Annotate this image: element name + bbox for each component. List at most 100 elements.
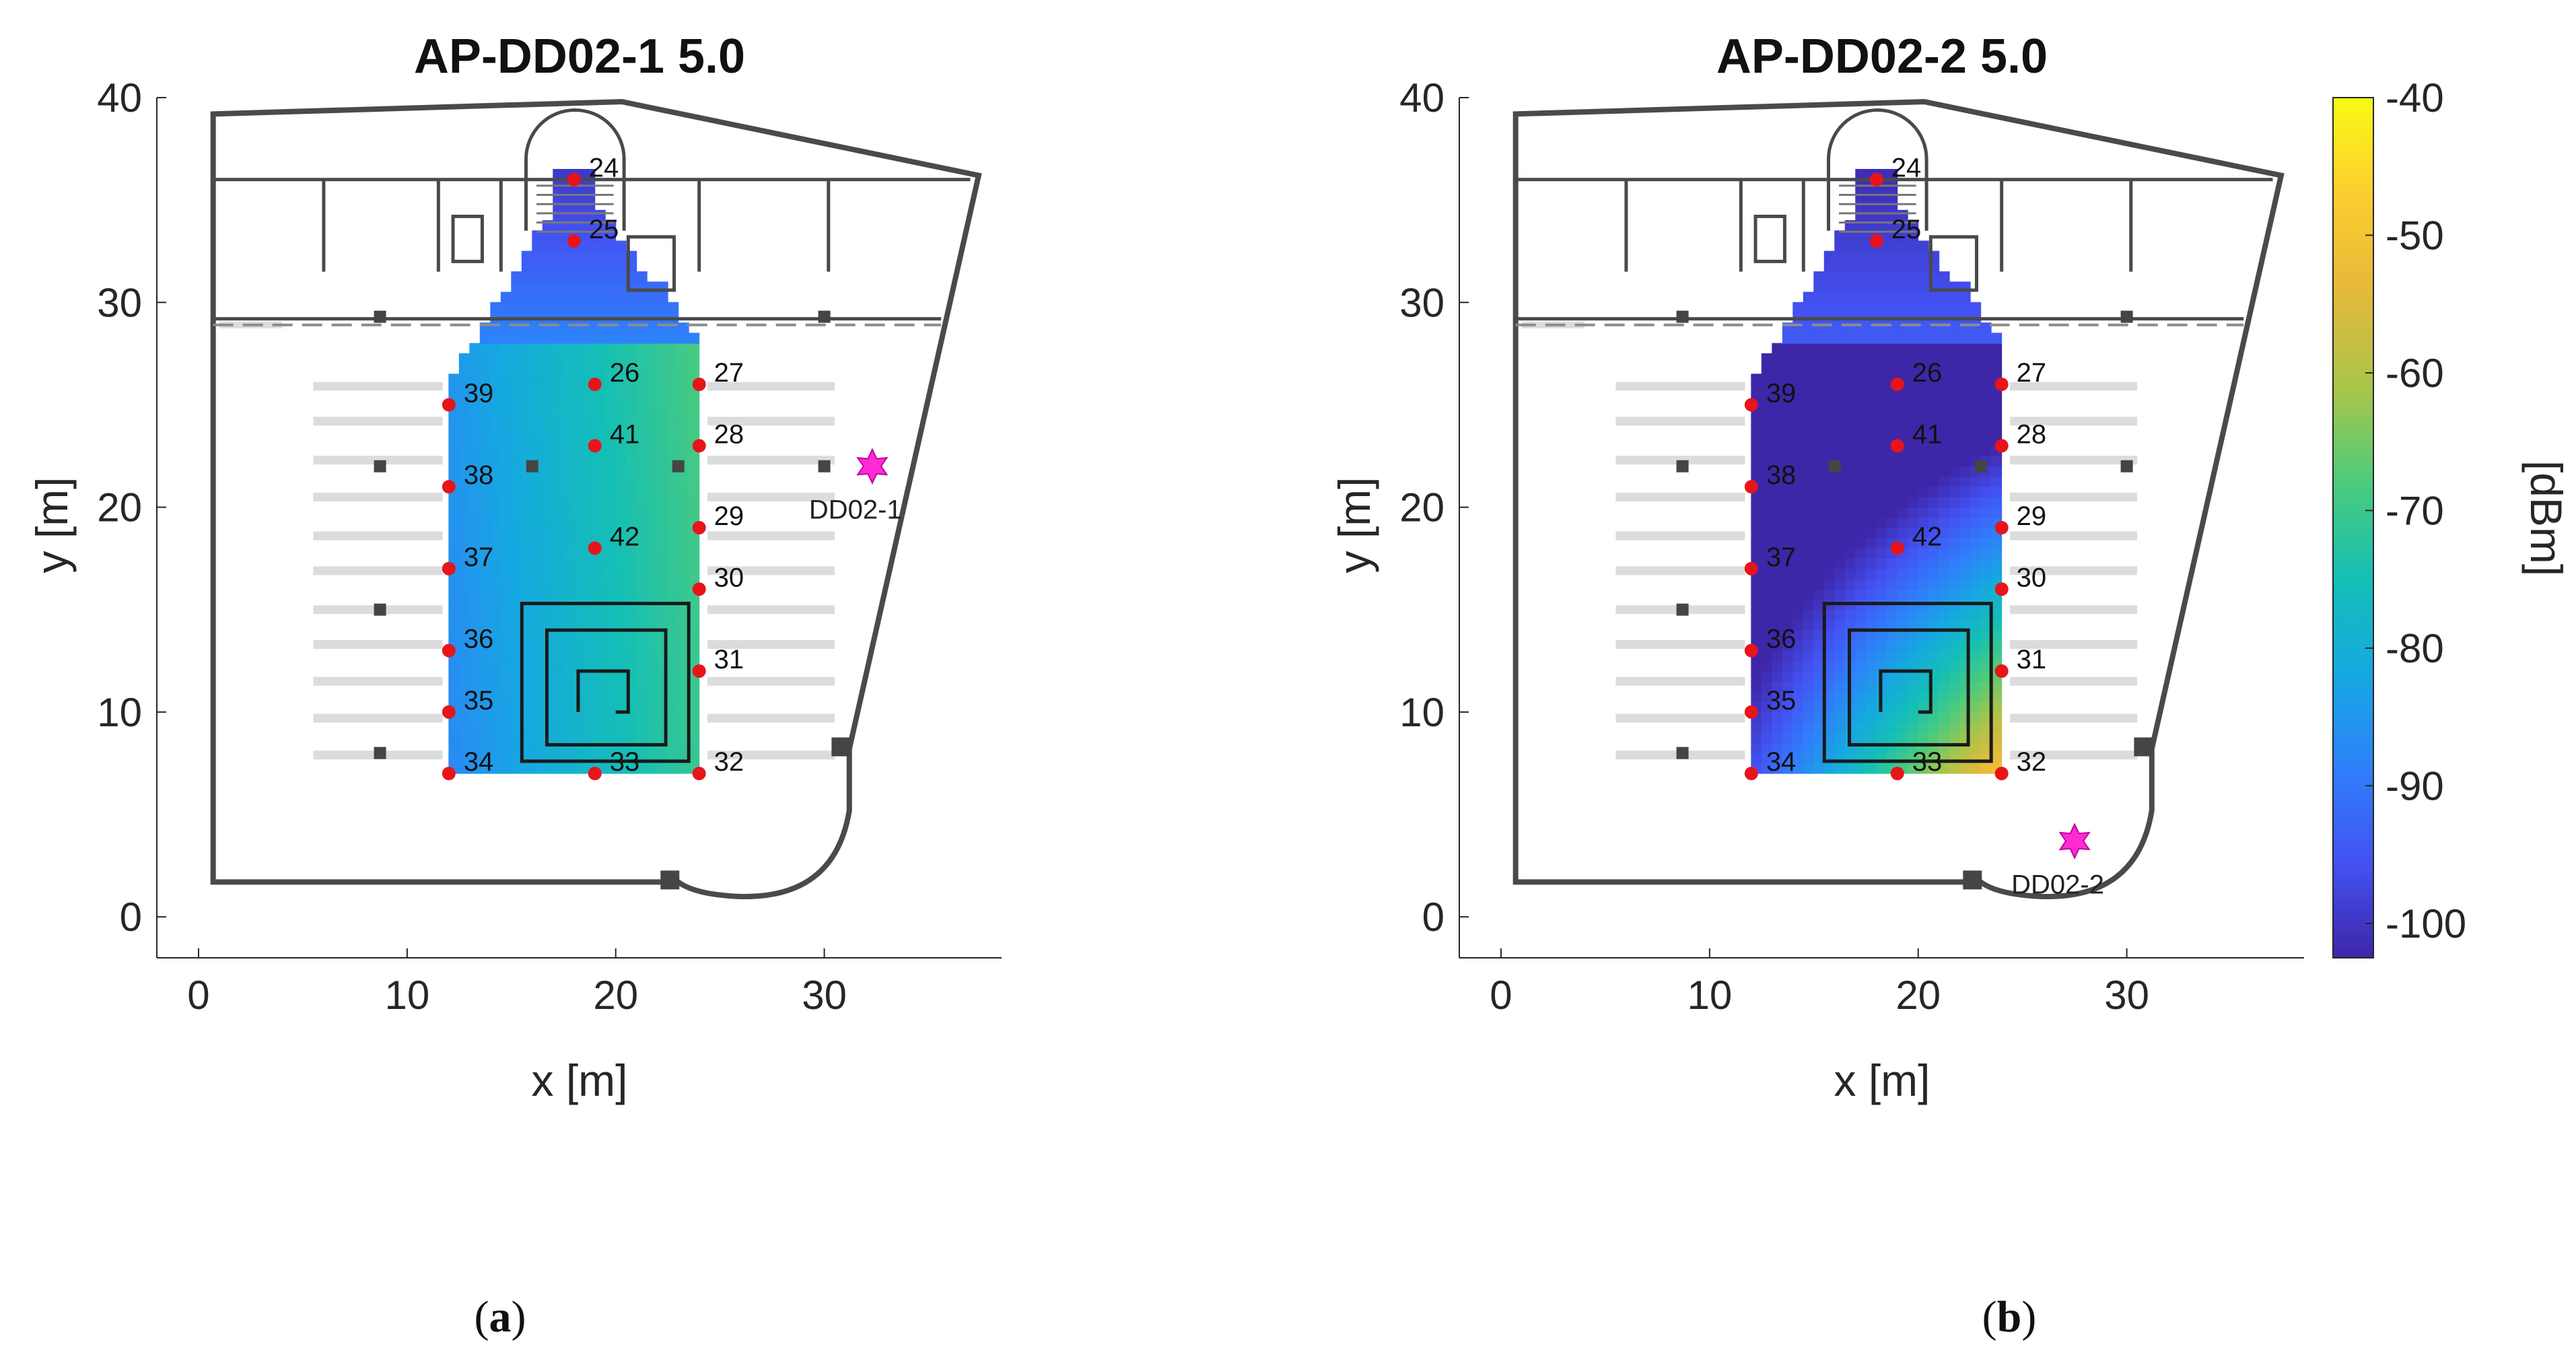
heatmap-cell (1886, 722, 1898, 733)
heatmap-cell (1990, 456, 2003, 467)
heatmap-cell (1834, 660, 1846, 672)
heatmap-cell (532, 578, 543, 590)
heatmap-cell (1813, 374, 1825, 385)
heatmap-cell (553, 374, 564, 385)
heatmap-cell (657, 394, 668, 405)
heatmap-cell (1782, 568, 1794, 580)
heatmap-cell (636, 445, 648, 456)
heatmap-cell (1886, 639, 1898, 652)
heatmap-cell (479, 384, 491, 395)
heatmap-cell (636, 763, 648, 774)
heatmap-cell (511, 732, 522, 743)
heatmap-cell (1939, 527, 1950, 538)
measurement-point (567, 172, 581, 186)
heatmap-cell (1980, 578, 1992, 590)
heatmap-cell (1813, 445, 1825, 456)
heatmap-cell (1782, 527, 1794, 538)
heatmap-cell (584, 404, 596, 416)
heatmap-cell (1949, 425, 1961, 436)
heatmap-cell (1959, 476, 1971, 487)
heatmap-cell (469, 732, 481, 743)
heatmap-cell (521, 507, 533, 518)
heatmap-cell (511, 363, 522, 375)
heatmap-cell (1813, 281, 1825, 293)
heatmap-cell (667, 670, 679, 682)
heatmap-cell (500, 742, 512, 754)
heatmap-cell (1834, 639, 1846, 652)
heatmap-cell (636, 496, 648, 508)
heatmap-cell (469, 558, 481, 569)
heatmap-cell (1886, 456, 1898, 467)
heatmap-cell (688, 343, 700, 354)
heatmap-cell (469, 445, 481, 456)
heatmap-cell (1876, 291, 1887, 303)
heatmap-cell (1834, 291, 1846, 303)
heatmap-cell (563, 711, 575, 723)
heatmap-cell (469, 507, 481, 518)
heatmap-cell (1803, 353, 1815, 365)
heatmap-cell (688, 701, 700, 713)
heatmap-cell (511, 527, 522, 538)
heatmap-cell (553, 558, 564, 569)
heatmap-cell (1970, 404, 1982, 416)
heatmap-cell (553, 629, 564, 641)
heatmap-cell (1907, 547, 1919, 559)
heatmap-cell (1959, 456, 1971, 467)
heatmap-cell (490, 732, 501, 743)
heatmap-cell (1865, 691, 1877, 703)
heatmap-cell (678, 374, 689, 385)
heatmap-cell (667, 650, 679, 662)
heatmap-cell (1980, 732, 1992, 743)
measurement-point (692, 521, 706, 534)
heatmap-cell (1970, 476, 1982, 487)
heatmap-cell (1834, 363, 1846, 375)
heatmap-cell (584, 527, 596, 538)
heatmap-cell (1772, 609, 1783, 621)
heatmap-cell (532, 732, 543, 743)
heatmap-cell (500, 445, 512, 456)
heatmap-cell (657, 363, 668, 375)
heatmap-cell (448, 527, 460, 538)
heatmap-cell (594, 639, 606, 652)
heatmap-cell (573, 333, 585, 344)
heatmap-cell (542, 353, 554, 365)
caption-a: (a) (475, 1292, 526, 1341)
heatmap-cell (678, 609, 689, 621)
heatmap-cell (625, 537, 637, 549)
heatmap-cell (1782, 496, 1794, 508)
heatmap-cell (1970, 568, 1982, 580)
heatmap-cell (1751, 547, 1762, 559)
heatmap-cell (1855, 558, 1867, 569)
heatmap-cell (542, 230, 554, 242)
x-tick-label: 10 (1687, 973, 1732, 1018)
heatmap-cell (1813, 333, 1825, 344)
heatmap-cell (1886, 517, 1898, 528)
heatmap-cell (1761, 476, 1773, 487)
heatmap-cell (1792, 599, 1804, 610)
heatmap-cell (1823, 374, 1836, 385)
heatmap-cell (1949, 415, 1961, 426)
heatmap-cell (1751, 507, 1762, 518)
heatmap-cell (532, 445, 543, 456)
heatmap-cell (1886, 343, 1898, 354)
heatmap-cell (646, 722, 658, 733)
heatmap-cell (1886, 701, 1898, 713)
heatmap-cell (1990, 722, 2003, 733)
heatmap-cell (532, 333, 543, 344)
heatmap-cell (678, 650, 689, 662)
heatmap-cell (490, 753, 501, 764)
heatmap-cell (1761, 527, 1773, 538)
heatmap-cell (1897, 496, 1908, 508)
heatmap-cell (532, 404, 543, 416)
heatmap-cell (1813, 486, 1825, 497)
heatmap-cell (1949, 691, 1961, 703)
heatmap-cell (1970, 486, 1982, 497)
measurement-point-label: 39 (1766, 378, 1797, 408)
heatmap-cell (1761, 578, 1773, 590)
heatmap-cell (500, 547, 512, 559)
heatmap-cell (479, 425, 491, 436)
heatmap-cell (1876, 363, 1887, 375)
heatmap-cell (1949, 456, 1961, 467)
heatmap-cell (1792, 711, 1804, 723)
